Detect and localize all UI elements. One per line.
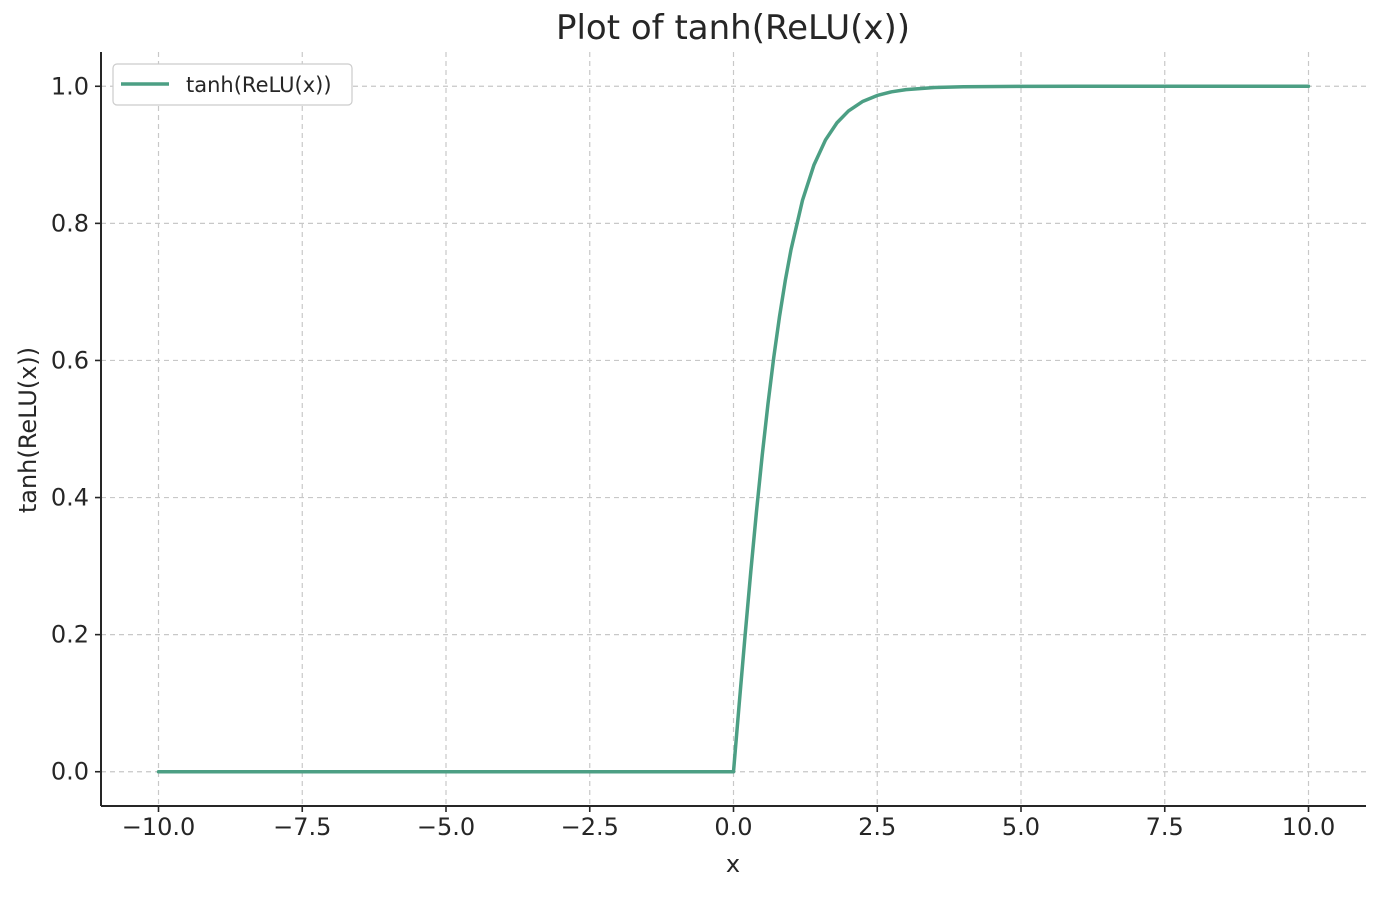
x-tick-label: −2.5 bbox=[561, 813, 619, 841]
y-tick-label: 0.6 bbox=[51, 346, 89, 374]
series-lines bbox=[156, 84, 1311, 774]
legend: tanh(ReLU(x)) bbox=[112, 63, 353, 106]
axes-spines bbox=[100, 52, 1366, 807]
y-tick-label: 1.0 bbox=[51, 72, 89, 100]
legend-box bbox=[112, 63, 353, 106]
y-axis-label: tanh(ReLU(x)) bbox=[14, 347, 42, 513]
x-tick-label: −5.0 bbox=[417, 813, 475, 841]
y-tick-label: 0.4 bbox=[51, 484, 89, 512]
x-tick-label: 0.0 bbox=[714, 813, 752, 841]
series-line bbox=[156, 84, 1311, 774]
x-tick-label: −10.0 bbox=[122, 813, 196, 841]
x-axis-label: x bbox=[726, 850, 740, 878]
chart-title: Plot of tanh(ReLU(x)) bbox=[556, 8, 910, 48]
x-tick-label: 5.0 bbox=[1002, 813, 1040, 841]
grid bbox=[101, 52, 1366, 806]
x-tick-label: 7.5 bbox=[1146, 813, 1184, 841]
y-tick-label: 0.8 bbox=[51, 209, 89, 237]
y-tick-label: 0.0 bbox=[51, 758, 89, 786]
x-tick-label: −7.5 bbox=[273, 813, 331, 841]
x-tick-label: 10.0 bbox=[1282, 813, 1335, 841]
axis-ticks: −10.0 −7.5 −5.0 −2.5 0.0 2.5 5.0 7.5 10.0 0.0 0.2 0… bbox=[51, 72, 1335, 841]
x-tick-label: 2.5 bbox=[858, 813, 896, 841]
legend-label: tanh(ReLU(x)) bbox=[186, 73, 332, 97]
y-tick-label: 0.2 bbox=[51, 621, 89, 649]
